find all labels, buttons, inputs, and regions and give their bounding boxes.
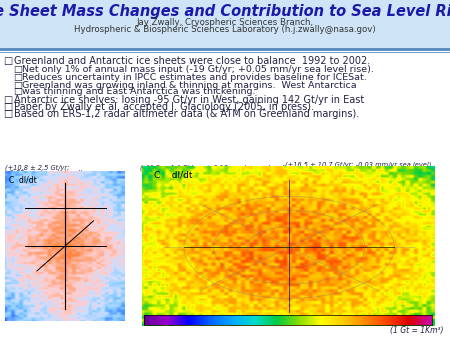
Text: □: □ xyxy=(3,102,12,112)
Text: (+10.8 ± 2.5 Gt/yr;: (+10.8 ± 2.5 Gt/yr; xyxy=(5,164,69,171)
Text: Greenland and Antarctic ice sheets were close to balance  1992 to 2002.: Greenland and Antarctic ice sheets were … xyxy=(14,56,370,66)
Text: C    dI/dt: C dI/dt xyxy=(153,170,192,179)
Text: (-46.5 ± 4.4 Gt/yr;  + 0.13 mm/yr sea level).: (-46.5 ± 4.4 Gt/yr; + 0.13 mm/yr sea lev… xyxy=(140,164,288,171)
Text: Paper by Zwally et al. accepted J. Glaciology (2005, in press).: Paper by Zwally et al. accepted J. Glaci… xyxy=(14,102,314,112)
Text: Hydrospheric & Biospheric Sciences Laboratory (h.j.zwally@nasa.gov): Hydrospheric & Biospheric Sciences Labor… xyxy=(74,25,376,34)
Text: Net only 1% of annual mass input (-19 Gt/yr; +0.05 mm/yr sea level rise).: Net only 1% of annual mass input (-19 Gt… xyxy=(22,65,374,74)
Text: □: □ xyxy=(13,73,22,82)
Text: □: □ xyxy=(3,95,12,105)
Text: □: □ xyxy=(13,87,22,96)
Text: Jay Zwally, Cryospheric Sciences Branch,: Jay Zwally, Cryospheric Sciences Branch, xyxy=(136,18,314,27)
Text: Greenland was growing inland & thinning at margins.  West Antarctica: Greenland was growing inland & thinning … xyxy=(22,81,356,90)
Text: - 0.05 mm/yr sea level): - 0.05 mm/yr sea level) xyxy=(5,169,83,175)
Text: Antarctic ice shelves: losing -95 Gt/yr in West, gaining 142 Gt/yr in East: Antarctic ice shelves: losing -95 Gt/yr … xyxy=(14,95,364,105)
Text: □: □ xyxy=(3,56,12,66)
Text: (+16.5 ± 10.7 Gt/yr; -0.03 mm/yr sea level): (+16.5 ± 10.7 Gt/yr; -0.03 mm/yr sea lev… xyxy=(285,161,432,168)
Text: □: □ xyxy=(13,65,22,74)
Text: Ice Sheet Mass Changes and Contribution to Sea Level Rise: Ice Sheet Mass Changes and Contribution … xyxy=(0,4,450,19)
Text: C  dI/dt: C dI/dt xyxy=(9,175,37,184)
Bar xyxy=(0,0,450,50)
Text: Reduces uncertainty in IPCC estimates and provides baseline for ICESat.: Reduces uncertainty in IPCC estimates an… xyxy=(22,73,367,82)
Text: was thinning and East Antarctica was thickening.: was thinning and East Antarctica was thi… xyxy=(22,87,256,96)
Text: □: □ xyxy=(3,109,12,119)
Text: Based on ERS-1,2 radar altimeter data (& ATM on Greenland margins).: Based on ERS-1,2 radar altimeter data (&… xyxy=(14,109,359,119)
Text: □: □ xyxy=(13,81,22,90)
Text: (1 Gt = 1Km³): (1 Gt = 1Km³) xyxy=(390,326,443,335)
